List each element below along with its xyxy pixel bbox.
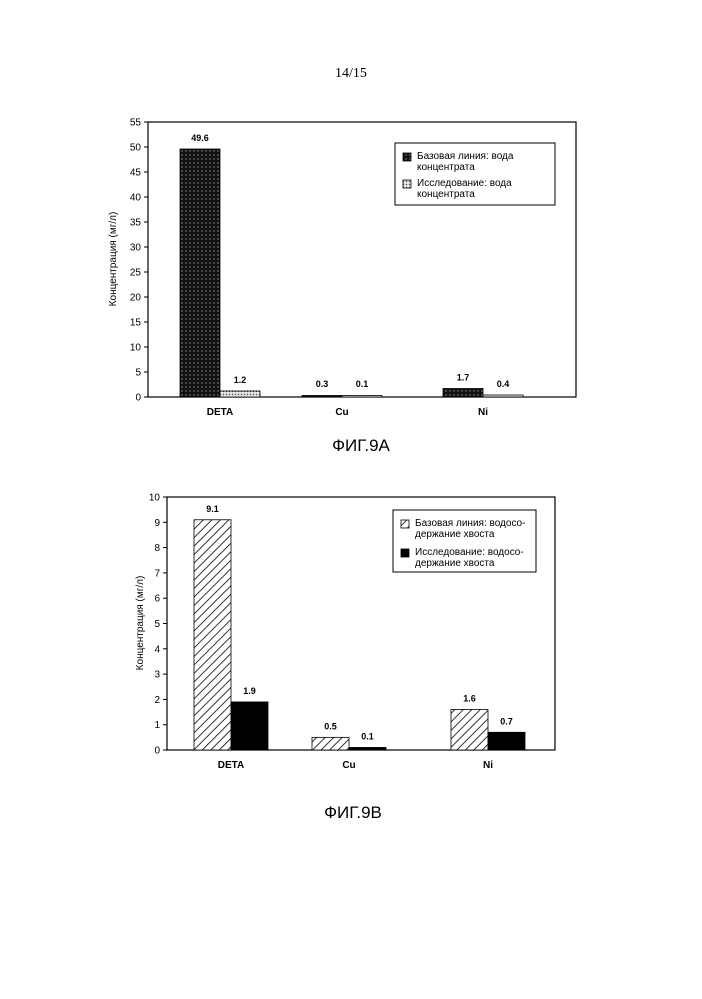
legend-entry-text: держание хвоста: [415, 558, 495, 569]
page-number: 14/15: [0, 66, 702, 82]
y-tick-label: 35: [130, 218, 142, 229]
data-label: 9.1: [206, 504, 219, 514]
y-tick-label: 45: [130, 168, 142, 179]
bar-study: [483, 395, 523, 397]
y-axis-label: Концентрация (мг/л): [108, 212, 119, 307]
legend-swatch: [401, 520, 409, 528]
chart-fig-9b: 0 1 2 3 4 5 6 7 8 9 10 Концентрация (мг/л) DETA Cu Ni 9…: [0, 485, 702, 785]
bar-study: [231, 702, 268, 750]
legend-swatch: [403, 153, 411, 161]
bar-baseline: [443, 389, 483, 398]
bar-study: [488, 732, 525, 750]
bar-baseline: [302, 396, 342, 398]
figure-caption-9a: ФИГ.9A: [10, 436, 702, 456]
bar-baseline: [180, 149, 220, 397]
y-tick-label: 2: [154, 695, 160, 706]
data-label: 1.9: [243, 686, 256, 696]
y-tick-label: 1: [154, 720, 160, 731]
data-label: 0.1: [356, 379, 369, 389]
y-tick-label: 10: [130, 343, 142, 354]
y-tick-label: 5: [154, 619, 160, 630]
x-category-label: DETA: [218, 760, 244, 771]
y-tick-label: 6: [154, 594, 160, 605]
bar-study: [220, 391, 260, 397]
data-label: 0.3: [316, 379, 329, 389]
y-tick-label: 8: [154, 543, 160, 554]
legend-entry-text: Базовая линия: водосо-: [415, 518, 525, 529]
data-label: 0.1: [361, 731, 374, 741]
y-tick-label: 50: [130, 143, 142, 154]
y-tick-label: 25: [130, 268, 142, 279]
y-tick-label: 0: [154, 746, 160, 757]
y-axis-label: Концентрация (мг/л): [135, 576, 146, 671]
y-tick-label: 0: [135, 393, 141, 404]
data-label: 0.5: [324, 721, 337, 731]
legend-entry-text: Исследование: вода: [417, 178, 512, 189]
legend-entry-text: Базовая линия: вода: [417, 151, 514, 162]
data-label: 1.2: [234, 375, 247, 385]
y-tick-label: 55: [130, 118, 142, 129]
y-tick-label: 3: [154, 670, 160, 681]
legend-entry-text: концентрата: [417, 162, 475, 173]
bar-baseline: [312, 737, 349, 750]
y-tick-label: 4: [154, 644, 160, 655]
y-tick-label: 9: [154, 518, 160, 529]
chart-fig-9a: 0 5 10 15 20 25 30 35 40 45 50 55 Концентрация (мг/л…: [0, 105, 702, 435]
data-label: 0.7: [500, 716, 513, 726]
legend-entry-text: Исследование: водосо-: [415, 547, 524, 558]
y-tick-label: 20: [130, 293, 142, 304]
bar-baseline: [194, 520, 231, 750]
legend-swatch: [403, 180, 411, 188]
legend-swatch: [401, 549, 409, 557]
x-category-label: Ni: [478, 407, 488, 418]
y-tick-label: 30: [130, 243, 142, 254]
y-tick-label: 10: [149, 493, 161, 504]
x-category-label: Ni: [483, 760, 493, 771]
legend-entry-text: держание хвоста: [415, 529, 495, 540]
bar-study: [349, 747, 386, 750]
legend-entry-text: концентрата: [417, 189, 475, 200]
data-label: 0.4: [497, 379, 510, 389]
data-label: 1.7: [457, 373, 470, 383]
y-tick-label: 5: [135, 368, 141, 379]
y-tick-label: 7: [154, 568, 160, 579]
x-category-label: DETA: [207, 407, 233, 418]
x-category-label: Cu: [335, 407, 348, 418]
data-label: 49.6: [191, 133, 209, 143]
figure-caption-9b: ФИГ.9B: [2, 803, 702, 823]
bar-study: [342, 396, 382, 398]
y-tick-label: 40: [130, 193, 142, 204]
x-category-label: Cu: [342, 760, 355, 771]
bar-baseline: [451, 710, 488, 750]
y-tick-label: 15: [130, 318, 142, 329]
data-label: 1.6: [463, 694, 476, 704]
